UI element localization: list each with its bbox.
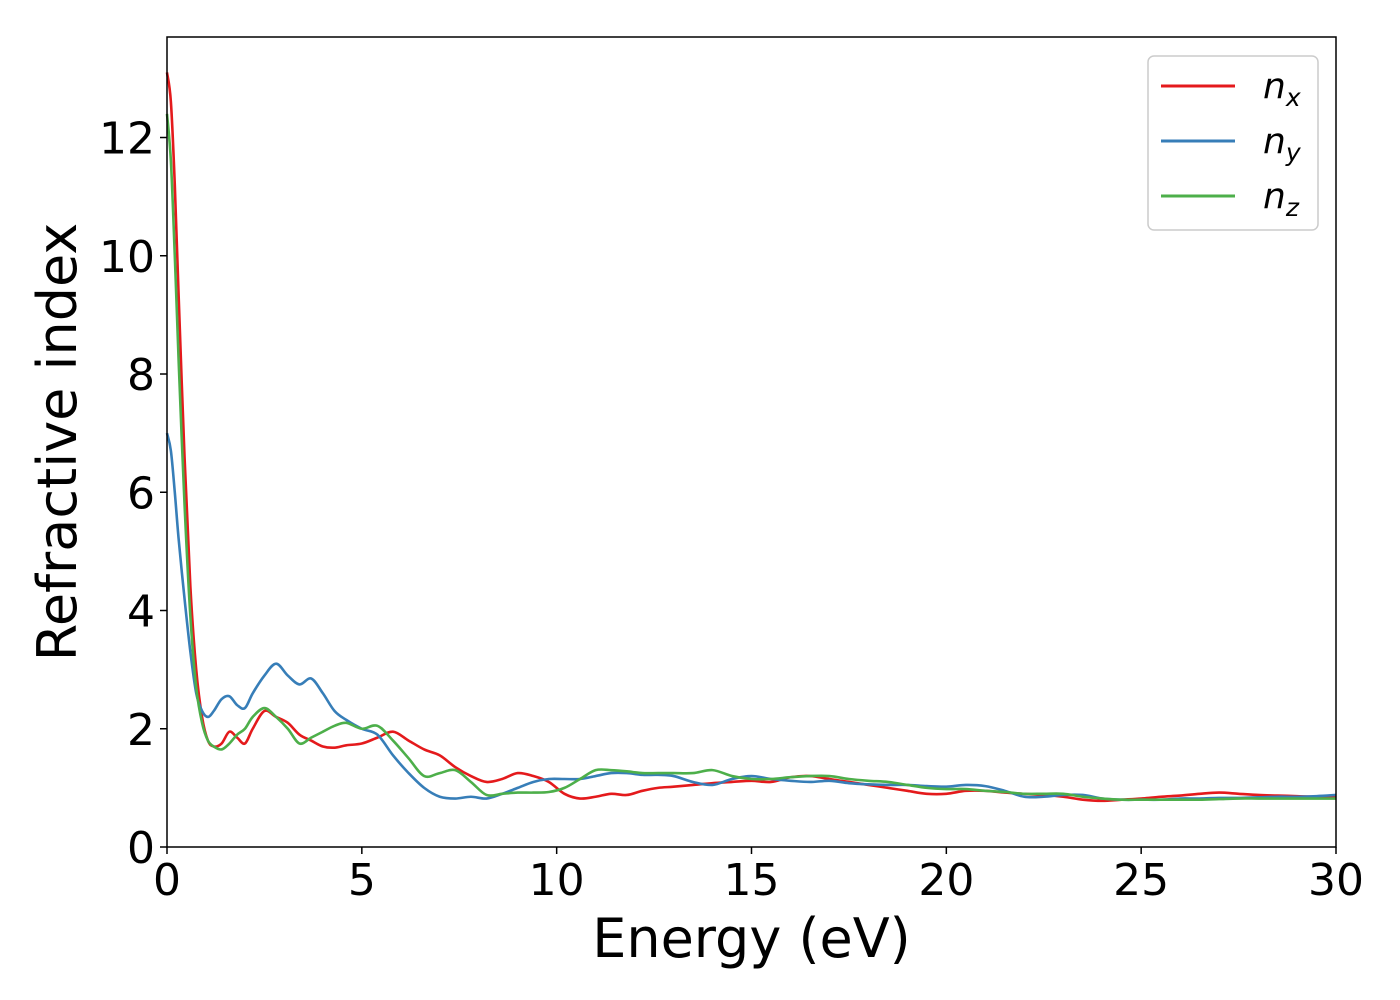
y-tick-label: 12 bbox=[99, 114, 155, 165]
legend: nx ny nz bbox=[1147, 55, 1319, 231]
series-line-n-x bbox=[165, 72, 1337, 803]
x-axis-label: Energy (eV) bbox=[592, 907, 911, 970]
x-tick-label: 15 bbox=[724, 855, 780, 906]
x-axis-ticks: 0 5 10 15 20 25 30 bbox=[153, 847, 1364, 906]
x-tick-label: 10 bbox=[529, 855, 585, 906]
y-tick-label: 10 bbox=[99, 232, 155, 283]
x-tick-label: 20 bbox=[918, 855, 974, 906]
legend-box bbox=[1147, 55, 1319, 231]
legend-label-x: nx bbox=[1263, 66, 1301, 112]
x-tick-label: 5 bbox=[348, 855, 376, 906]
x-tick-label: 0 bbox=[153, 855, 181, 906]
y-tick-label: 4 bbox=[127, 587, 155, 638]
x-tick-label: 30 bbox=[1308, 855, 1364, 906]
y-axis-label: Refractive index bbox=[26, 223, 89, 662]
y-tick-label: 6 bbox=[127, 468, 155, 519]
y-axis-ticks: 0 2 4 6 8 10 12 bbox=[99, 114, 167, 874]
series-line-n-y bbox=[165, 432, 1337, 802]
x-tick-label: 25 bbox=[1113, 855, 1169, 906]
legend-label-y: ny bbox=[1263, 121, 1302, 167]
series-lines bbox=[165, 72, 1337, 803]
y-tick-label: 8 bbox=[127, 350, 155, 401]
series-line-n-z bbox=[165, 113, 1336, 802]
legend-label-z: nz bbox=[1263, 176, 1300, 222]
y-tick-label: 2 bbox=[127, 705, 155, 756]
y-tick-label: 0 bbox=[127, 823, 155, 874]
